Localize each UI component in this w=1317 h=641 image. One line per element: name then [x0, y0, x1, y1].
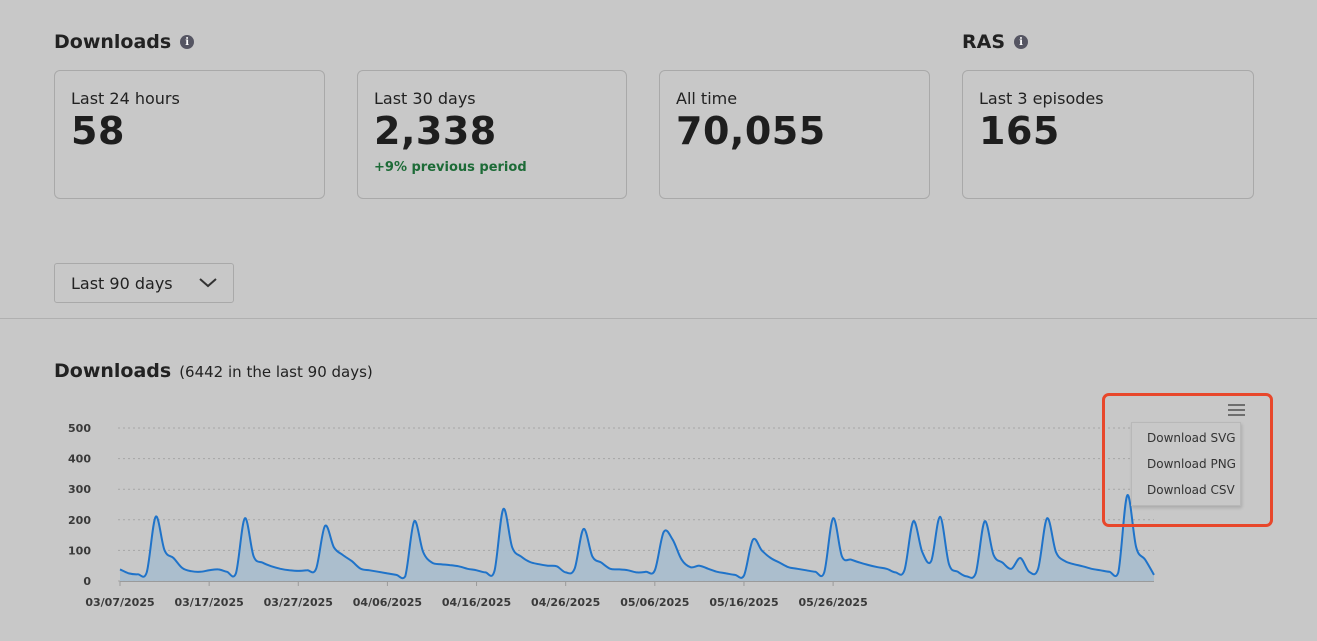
stat-card-last-3-episodes: Last 3 episodes 165	[962, 70, 1254, 199]
y-tick-label: 400	[68, 453, 91, 466]
stat-value: 2,338	[374, 109, 497, 153]
y-tick-label: 500	[68, 422, 91, 435]
info-icon[interactable]: i	[180, 35, 195, 49]
stat-change: +9% previous period	[374, 160, 527, 175]
chart-title: Downloads	[54, 360, 172, 382]
y-tick-label: 100	[68, 544, 91, 557]
y-tick-label: 200	[68, 514, 91, 527]
ras-title-text: RAS	[962, 31, 1006, 53]
chevron-down-icon	[199, 278, 217, 288]
y-tick-label: 300	[68, 483, 91, 496]
downloads-line	[119, 494, 1155, 580]
download-csv-menu-item[interactable]: Download CSV	[1147, 483, 1235, 497]
x-tick-label: 03/07/2025	[85, 596, 154, 609]
stat-label: Last 30 days	[374, 89, 476, 108]
ras-section-title: RAS i	[962, 31, 1029, 53]
chart-subtitle: (6442 in the last 90 days)	[179, 363, 373, 381]
export-menu: Download SVG Download PNG Download CSV	[1131, 422, 1241, 506]
x-tick-label: 04/26/2025	[531, 596, 600, 609]
stat-card-last-24-hours: Last 24 hours 58	[54, 70, 325, 199]
x-tick-label: 03/27/2025	[264, 596, 333, 609]
date-range-select[interactable]: Last 90 days	[54, 263, 234, 303]
stat-value: 165	[979, 109, 1060, 153]
x-tick-label: 05/06/2025	[620, 596, 689, 609]
x-tick-label: 05/16/2025	[709, 596, 778, 609]
x-tick-label: 05/26/2025	[798, 596, 867, 609]
stat-card-all-time: All time 70,055	[659, 70, 930, 199]
date-range-value: Last 90 days	[71, 273, 173, 293]
x-axis: 03/07/2025 03/17/2025 03/27/2025 04/06/2025…	[85, 581, 868, 609]
y-tick-label: 0	[83, 575, 91, 588]
stat-label: Last 24 hours	[71, 89, 180, 108]
downloads-area	[120, 495, 1154, 581]
download-png-menu-item[interactable]: Download PNG	[1147, 457, 1236, 471]
downloads-title-text: Downloads	[54, 31, 172, 53]
stat-value: 58	[71, 109, 125, 153]
x-tick-label: 03/17/2025	[175, 596, 244, 609]
y-axis: 0 100 200 300 400 500	[68, 422, 91, 588]
info-icon[interactable]: i	[1014, 35, 1029, 49]
stat-card-last-30-days: Last 30 days 2,338 +9% previous period	[357, 70, 627, 199]
download-svg-menu-item[interactable]: Download SVG	[1147, 431, 1236, 445]
x-tick-label: 04/06/2025	[353, 596, 422, 609]
downloads-section-title: Downloads i	[54, 31, 195, 53]
hamburger-menu-icon[interactable]	[1228, 404, 1245, 418]
stat-value: 70,055	[676, 109, 826, 153]
chart-header: Downloads (6442 in the last 90 days)	[54, 360, 373, 382]
stat-label: Last 3 episodes	[979, 89, 1104, 108]
stat-label: All time	[676, 89, 738, 108]
chart-grid	[118, 427, 1154, 582]
divider	[0, 318, 1317, 319]
x-tick-label: 04/16/2025	[442, 596, 511, 609]
